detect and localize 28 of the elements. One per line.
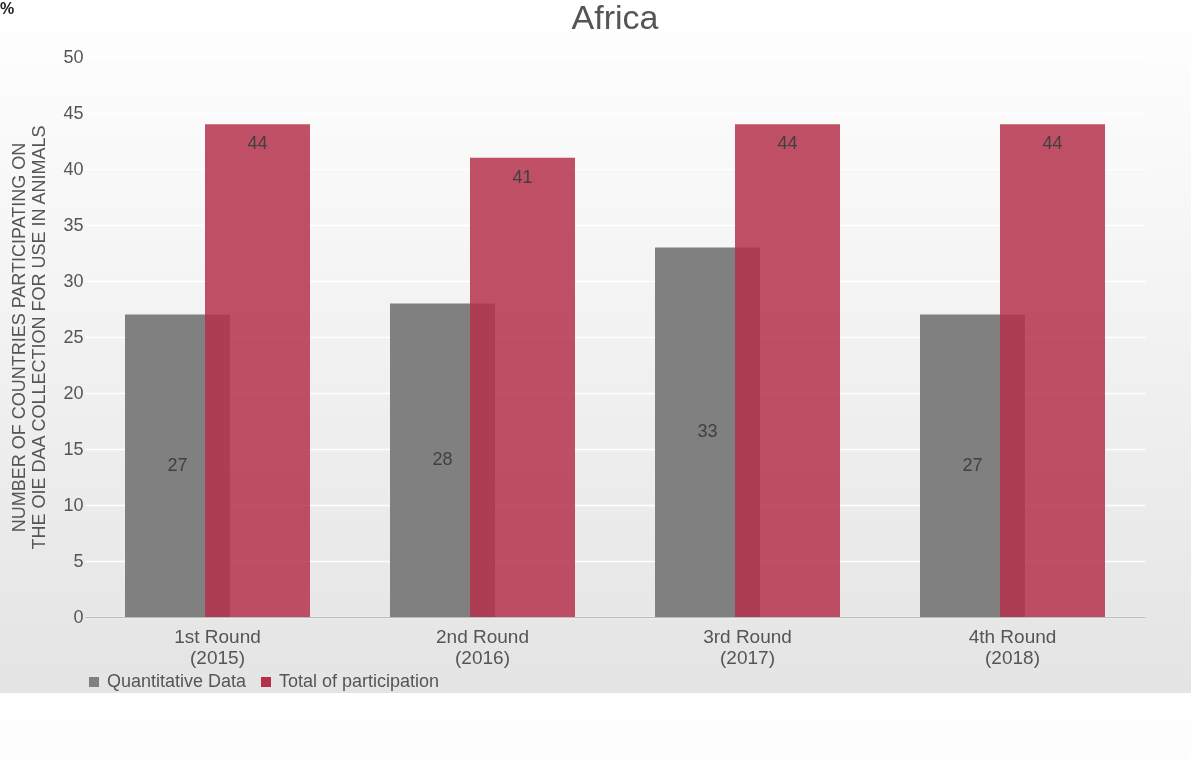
text: % [0,0,15,18]
y-tick-label: 10 [63,494,84,515]
data-label: 28 [432,449,453,470]
legend-label: Total of participation [279,671,440,691]
legend-label: Quantitative Data [107,671,248,691]
data-label: 44 [1042,133,1063,154]
x-tick-label: 4th Round (2018) [968,625,1057,668]
data-label: 27 [167,454,188,475]
x-tick-label: 3rd Round (2017) [703,625,792,668]
data-label: 44 [777,133,798,154]
x-tick-label: 1st Round (2015) [174,625,261,668]
y-tick-label: 5 [73,550,84,571]
x-tick-label: 2nd Round (2016) [436,625,529,668]
chart-title: Africa [571,0,659,36]
y-tick-label: 20 [63,382,84,403]
data-label: 44 [247,133,268,154]
y-axis-title: NUMBER OF COUNTRIES PARTICIPATING ON THE OIE DAA COLLECTION FOR USE IN ANIMALS [9,125,50,550]
data-label: 41 [512,166,533,187]
y-tick-label: 35 [63,214,84,235]
y-tick-label: 25 [63,326,84,347]
y-tick-label: 15 [63,438,84,459]
data-label: 27 [962,454,983,475]
y-tick-label: 30 [63,270,84,291]
y-tick-label: 50 [63,46,84,67]
y-tick-label: 0 [73,606,84,627]
y-tick-label: 45 [63,102,84,123]
data-label: 33 [697,421,718,442]
y-tick-label: 40 [63,158,84,179]
